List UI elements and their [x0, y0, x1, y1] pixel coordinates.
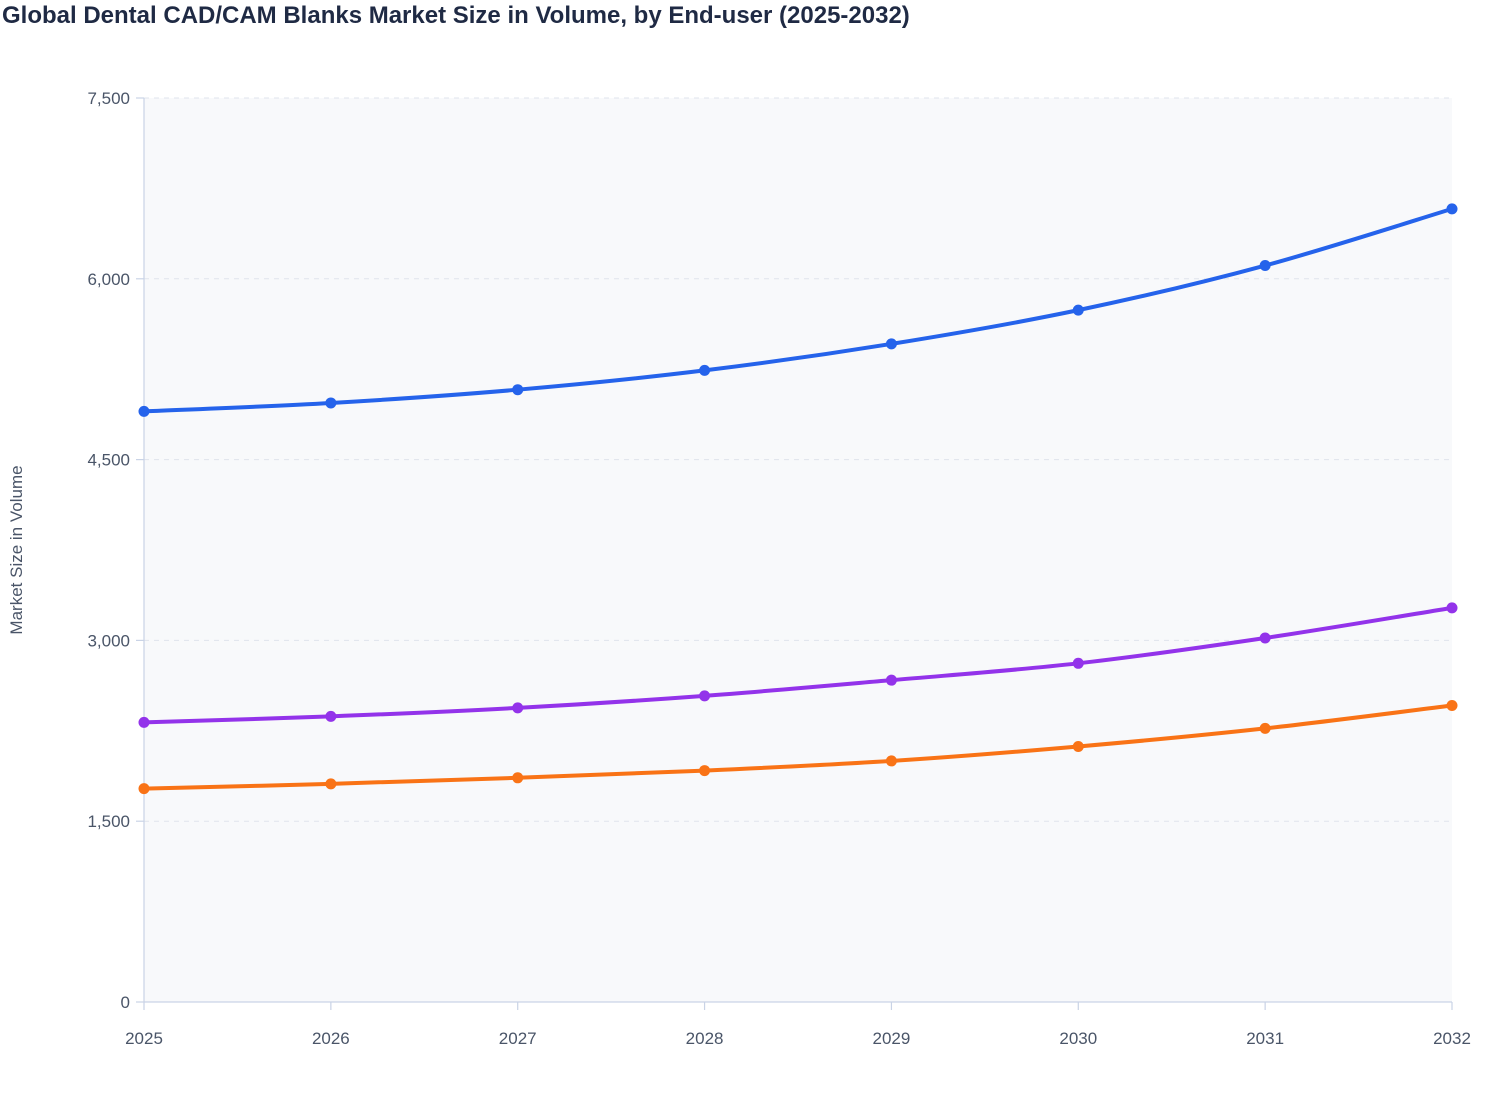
series-points	[138, 203, 1458, 795]
data-point[interactable]	[1446, 699, 1458, 711]
x-tick-label: 2031	[1246, 1029, 1284, 1048]
x-tick-label: 2026	[312, 1029, 350, 1048]
x-axis-ticks: 2025 2026 2027 2028 2029 2030 2031 2032	[125, 1002, 1471, 1048]
series-line-3	[142, 703, 1454, 791]
plot-background	[144, 98, 1452, 1002]
y-tick-label: 0	[121, 993, 130, 1012]
data-point[interactable]	[512, 772, 524, 784]
x-tick-label: 2028	[686, 1029, 724, 1048]
y-tick-label: 3,000	[87, 631, 130, 650]
chart-title: Global Dental CAD/CAM Blanks Market Size…	[2, 2, 910, 29]
data-point[interactable]	[1446, 602, 1458, 614]
data-point[interactable]	[1072, 657, 1084, 669]
data-point[interactable]	[1446, 203, 1458, 215]
data-point[interactable]	[1072, 304, 1084, 316]
data-point[interactable]	[699, 765, 711, 777]
data-point[interactable]	[885, 674, 897, 686]
grid-lines	[144, 97, 1452, 822]
x-tick-label: 2027	[499, 1029, 537, 1048]
data-point[interactable]	[885, 338, 897, 350]
data-point[interactable]	[138, 783, 150, 795]
data-point[interactable]	[138, 405, 150, 417]
data-point[interactable]	[138, 716, 150, 728]
data-point[interactable]	[325, 710, 337, 722]
x-tick-label: 2029	[873, 1029, 911, 1048]
y-tick-label: 6,000	[87, 270, 130, 289]
data-point[interactable]	[512, 384, 524, 396]
data-point[interactable]	[699, 690, 711, 702]
y-tick-label: 4,500	[87, 451, 130, 470]
y-tick-label: 7,500	[87, 89, 130, 108]
series-lines	[142, 206, 1454, 791]
data-point[interactable]	[699, 364, 711, 376]
data-point[interactable]	[325, 397, 337, 409]
x-tick-label: 2030	[1059, 1029, 1097, 1048]
series-line-1	[142, 206, 1454, 414]
data-point[interactable]	[1259, 632, 1271, 644]
x-tick-label: 2025	[125, 1029, 163, 1048]
axes	[143, 98, 1452, 1003]
data-point[interactable]	[1072, 740, 1084, 752]
y-axis-label: Market Size in Volume	[7, 465, 26, 634]
data-point[interactable]	[1259, 722, 1271, 734]
series-line-2	[142, 605, 1454, 725]
data-point[interactable]	[325, 778, 337, 790]
y-axis-ticks: 0 1,500 3,000 4,500 6,000 7,500	[87, 89, 144, 1012]
x-tick-label: 2032	[1433, 1029, 1471, 1048]
data-point[interactable]	[885, 755, 897, 767]
data-point[interactable]	[1259, 260, 1271, 272]
y-tick-label: 1,500	[87, 812, 130, 831]
data-point[interactable]	[512, 702, 524, 714]
